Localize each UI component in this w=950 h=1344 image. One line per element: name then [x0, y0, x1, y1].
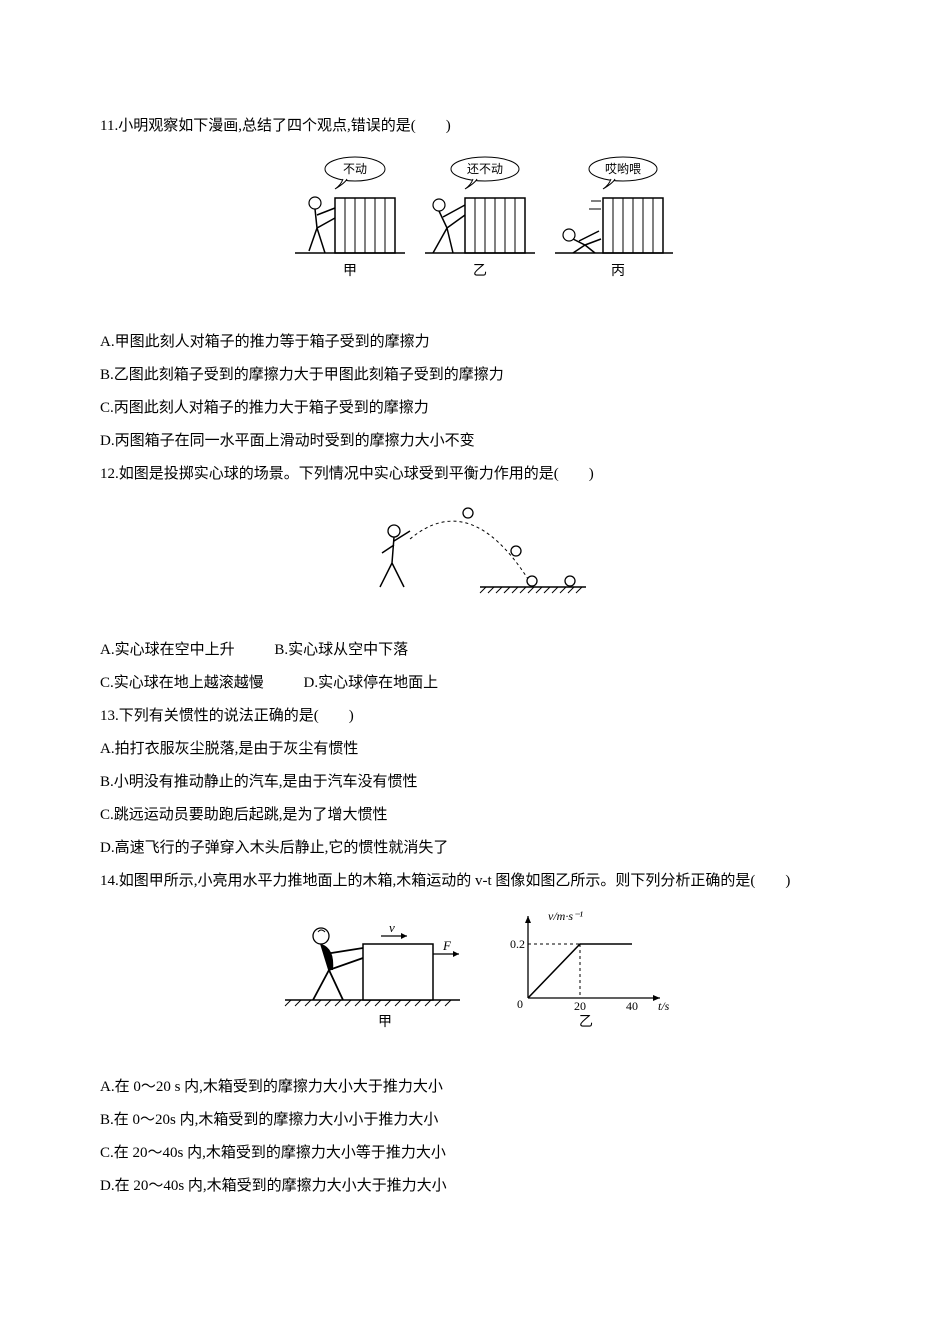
q14-label-1: 甲 — [378, 1015, 392, 1030]
q14-ylabel: v/m·s⁻¹ — [548, 909, 583, 923]
q11-opt-d: D.丙图箱子在同一水平面上滑动时受到的摩擦力大小不变 — [100, 425, 850, 458]
q11-label-2: 乙 — [473, 263, 487, 279]
q12-opts-row1: A.实心球在空中上升 B.实心球从空中下落 — [100, 634, 850, 667]
q14-opt-d: D.在 20～40s 内,木箱受到的摩擦力大小大于推力大小 — [100, 1170, 850, 1203]
q11-bubble-3: 哎哟喂 — [605, 162, 641, 176]
q12-opt-b: B.实心球从空中下落 — [274, 634, 408, 667]
q11-bubble-1: 不动 — [343, 162, 367, 176]
q11-label-1: 甲 — [343, 264, 357, 279]
q14-y02: 0.2 — [510, 937, 525, 951]
q14-f-label: F — [442, 938, 452, 953]
q14-stem: 14.如图甲所示,小亮用水平力推地面上的木箱,木箱运动的 v-t 图像如图乙所示… — [100, 865, 850, 898]
q14-x20: 20 — [574, 999, 586, 1013]
q13-opt-a: A.拍打衣服灰尘脱落,是由于灰尘有惯性 — [100, 733, 850, 766]
q11-stem: 11.小明观察如下漫画,总结了四个观点,错误的是( ) — [100, 110, 850, 143]
q13-opt-c: C.跳远运动员要助跑后起跳,是为了增大惯性 — [100, 799, 850, 832]
q11-opt-b: B.乙图此刻箱子受到的摩擦力大于甲图此刻箱子受到的摩擦力 — [100, 359, 850, 392]
q14-x0: 0 — [517, 997, 523, 1011]
q12-opt-d: D.实心球停在地面上 — [304, 667, 439, 700]
q13-stem: 13.下列有关惯性的说法正确的是( ) — [100, 700, 850, 733]
q14-figure: v F 甲 v/m·s⁻¹ t/s 0 20 40 0.2 乙 — [100, 908, 850, 1051]
q13-opt-d: D.高速飞行的子弹穿入木头后静止,它的惯性就消失了 — [100, 832, 850, 865]
q12-opt-a: A.实心球在空中上升 — [100, 634, 235, 667]
q11-label-3: 丙 — [611, 264, 625, 279]
q14-x40: 40 — [626, 999, 638, 1013]
q12-stem: 12.如图是投掷实心球的场景。下列情况中实心球受到平衡力作用的是( ) — [100, 458, 850, 491]
q12-opt-c: C.实心球在地上越滚越慢 — [100, 667, 264, 700]
q11-opt-a: A.甲图此刻人对箱子的推力等于箱子受到的摩擦力 — [100, 326, 850, 359]
q14-label-2: 乙 — [579, 1014, 593, 1030]
q14-v-label: v — [389, 920, 395, 935]
q14-opt-c: C.在 20～40s 内,木箱受到的摩擦力大小等于推力大小 — [100, 1137, 850, 1170]
q14-opt-b: B.在 0～20s 内,木箱受到的摩擦力大小小于推力大小 — [100, 1104, 850, 1137]
q11-bubble-2: 还不动 — [467, 162, 503, 176]
q12-opts-row2: C.实心球在地上越滚越慢 D.实心球停在地面上 — [100, 667, 850, 700]
q12-figure — [100, 501, 850, 614]
q11-opt-c: C.丙图此刻人对箱子的推力大于箱子受到的摩擦力 — [100, 392, 850, 425]
q14-opt-a: A.在 0～20 s 内,木箱受到的摩擦力大小大于推力大小 — [100, 1071, 850, 1104]
q13-opt-b: B.小明没有推动静止的汽车,是由于汽车没有惯性 — [100, 766, 850, 799]
q11-figure: 不动 甲 还不动 乙 哎哟喂 — [100, 153, 850, 306]
q14-xlabel: t/s — [658, 999, 670, 1013]
